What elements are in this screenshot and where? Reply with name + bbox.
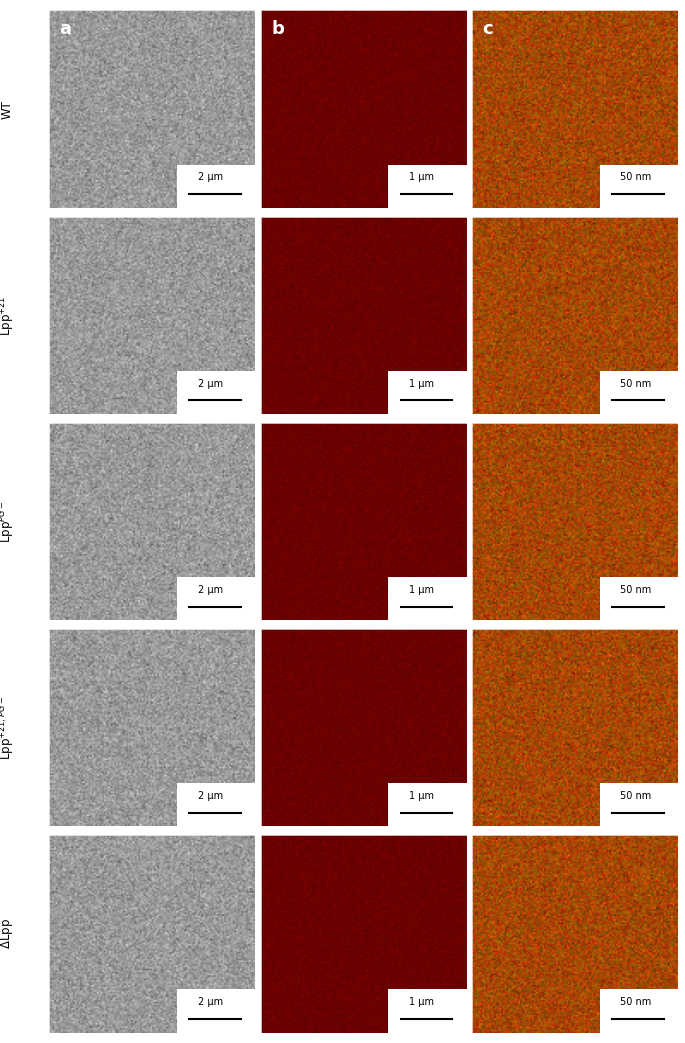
Text: 2 μm: 2 μm <box>197 379 223 389</box>
FancyBboxPatch shape <box>177 165 256 209</box>
FancyBboxPatch shape <box>388 989 466 1033</box>
Text: 2 μm: 2 μm <box>197 997 223 1006</box>
Text: a: a <box>60 20 72 39</box>
Text: 2 μm: 2 μm <box>197 172 223 183</box>
Text: 1 μm: 1 μm <box>409 585 434 595</box>
FancyBboxPatch shape <box>388 577 466 621</box>
Text: 50 nm: 50 nm <box>621 997 651 1006</box>
Text: 2 μm: 2 μm <box>197 791 223 801</box>
FancyBboxPatch shape <box>600 989 678 1033</box>
Text: Lpp$^{PG-}$: Lpp$^{PG-}$ <box>0 501 16 542</box>
Text: Lpp$^{+21,PG-}$: Lpp$^{+21,PG-}$ <box>0 696 16 759</box>
Text: 1 μm: 1 μm <box>409 172 434 183</box>
Text: $\Delta$Lpp: $\Delta$Lpp <box>0 918 15 949</box>
FancyBboxPatch shape <box>600 165 678 209</box>
Text: 1 μm: 1 μm <box>409 379 434 389</box>
FancyBboxPatch shape <box>388 165 466 209</box>
Text: 1 μm: 1 μm <box>409 997 434 1006</box>
Text: 50 nm: 50 nm <box>621 379 651 389</box>
Text: 2 μm: 2 μm <box>197 585 223 595</box>
FancyBboxPatch shape <box>600 783 678 826</box>
Text: Lpp$^{+21}$: Lpp$^{+21}$ <box>0 295 16 336</box>
FancyBboxPatch shape <box>177 783 256 826</box>
FancyBboxPatch shape <box>600 577 678 621</box>
Text: WT: WT <box>1 100 13 119</box>
FancyBboxPatch shape <box>177 989 256 1033</box>
Text: 50 nm: 50 nm <box>621 585 651 595</box>
FancyBboxPatch shape <box>388 783 466 826</box>
FancyBboxPatch shape <box>177 577 256 621</box>
FancyBboxPatch shape <box>600 370 678 414</box>
FancyBboxPatch shape <box>177 370 256 414</box>
Text: b: b <box>271 20 284 39</box>
Text: c: c <box>482 20 493 39</box>
Text: 50 nm: 50 nm <box>621 172 651 183</box>
Text: 1 μm: 1 μm <box>409 791 434 801</box>
FancyBboxPatch shape <box>388 370 466 414</box>
Text: 50 nm: 50 nm <box>621 791 651 801</box>
